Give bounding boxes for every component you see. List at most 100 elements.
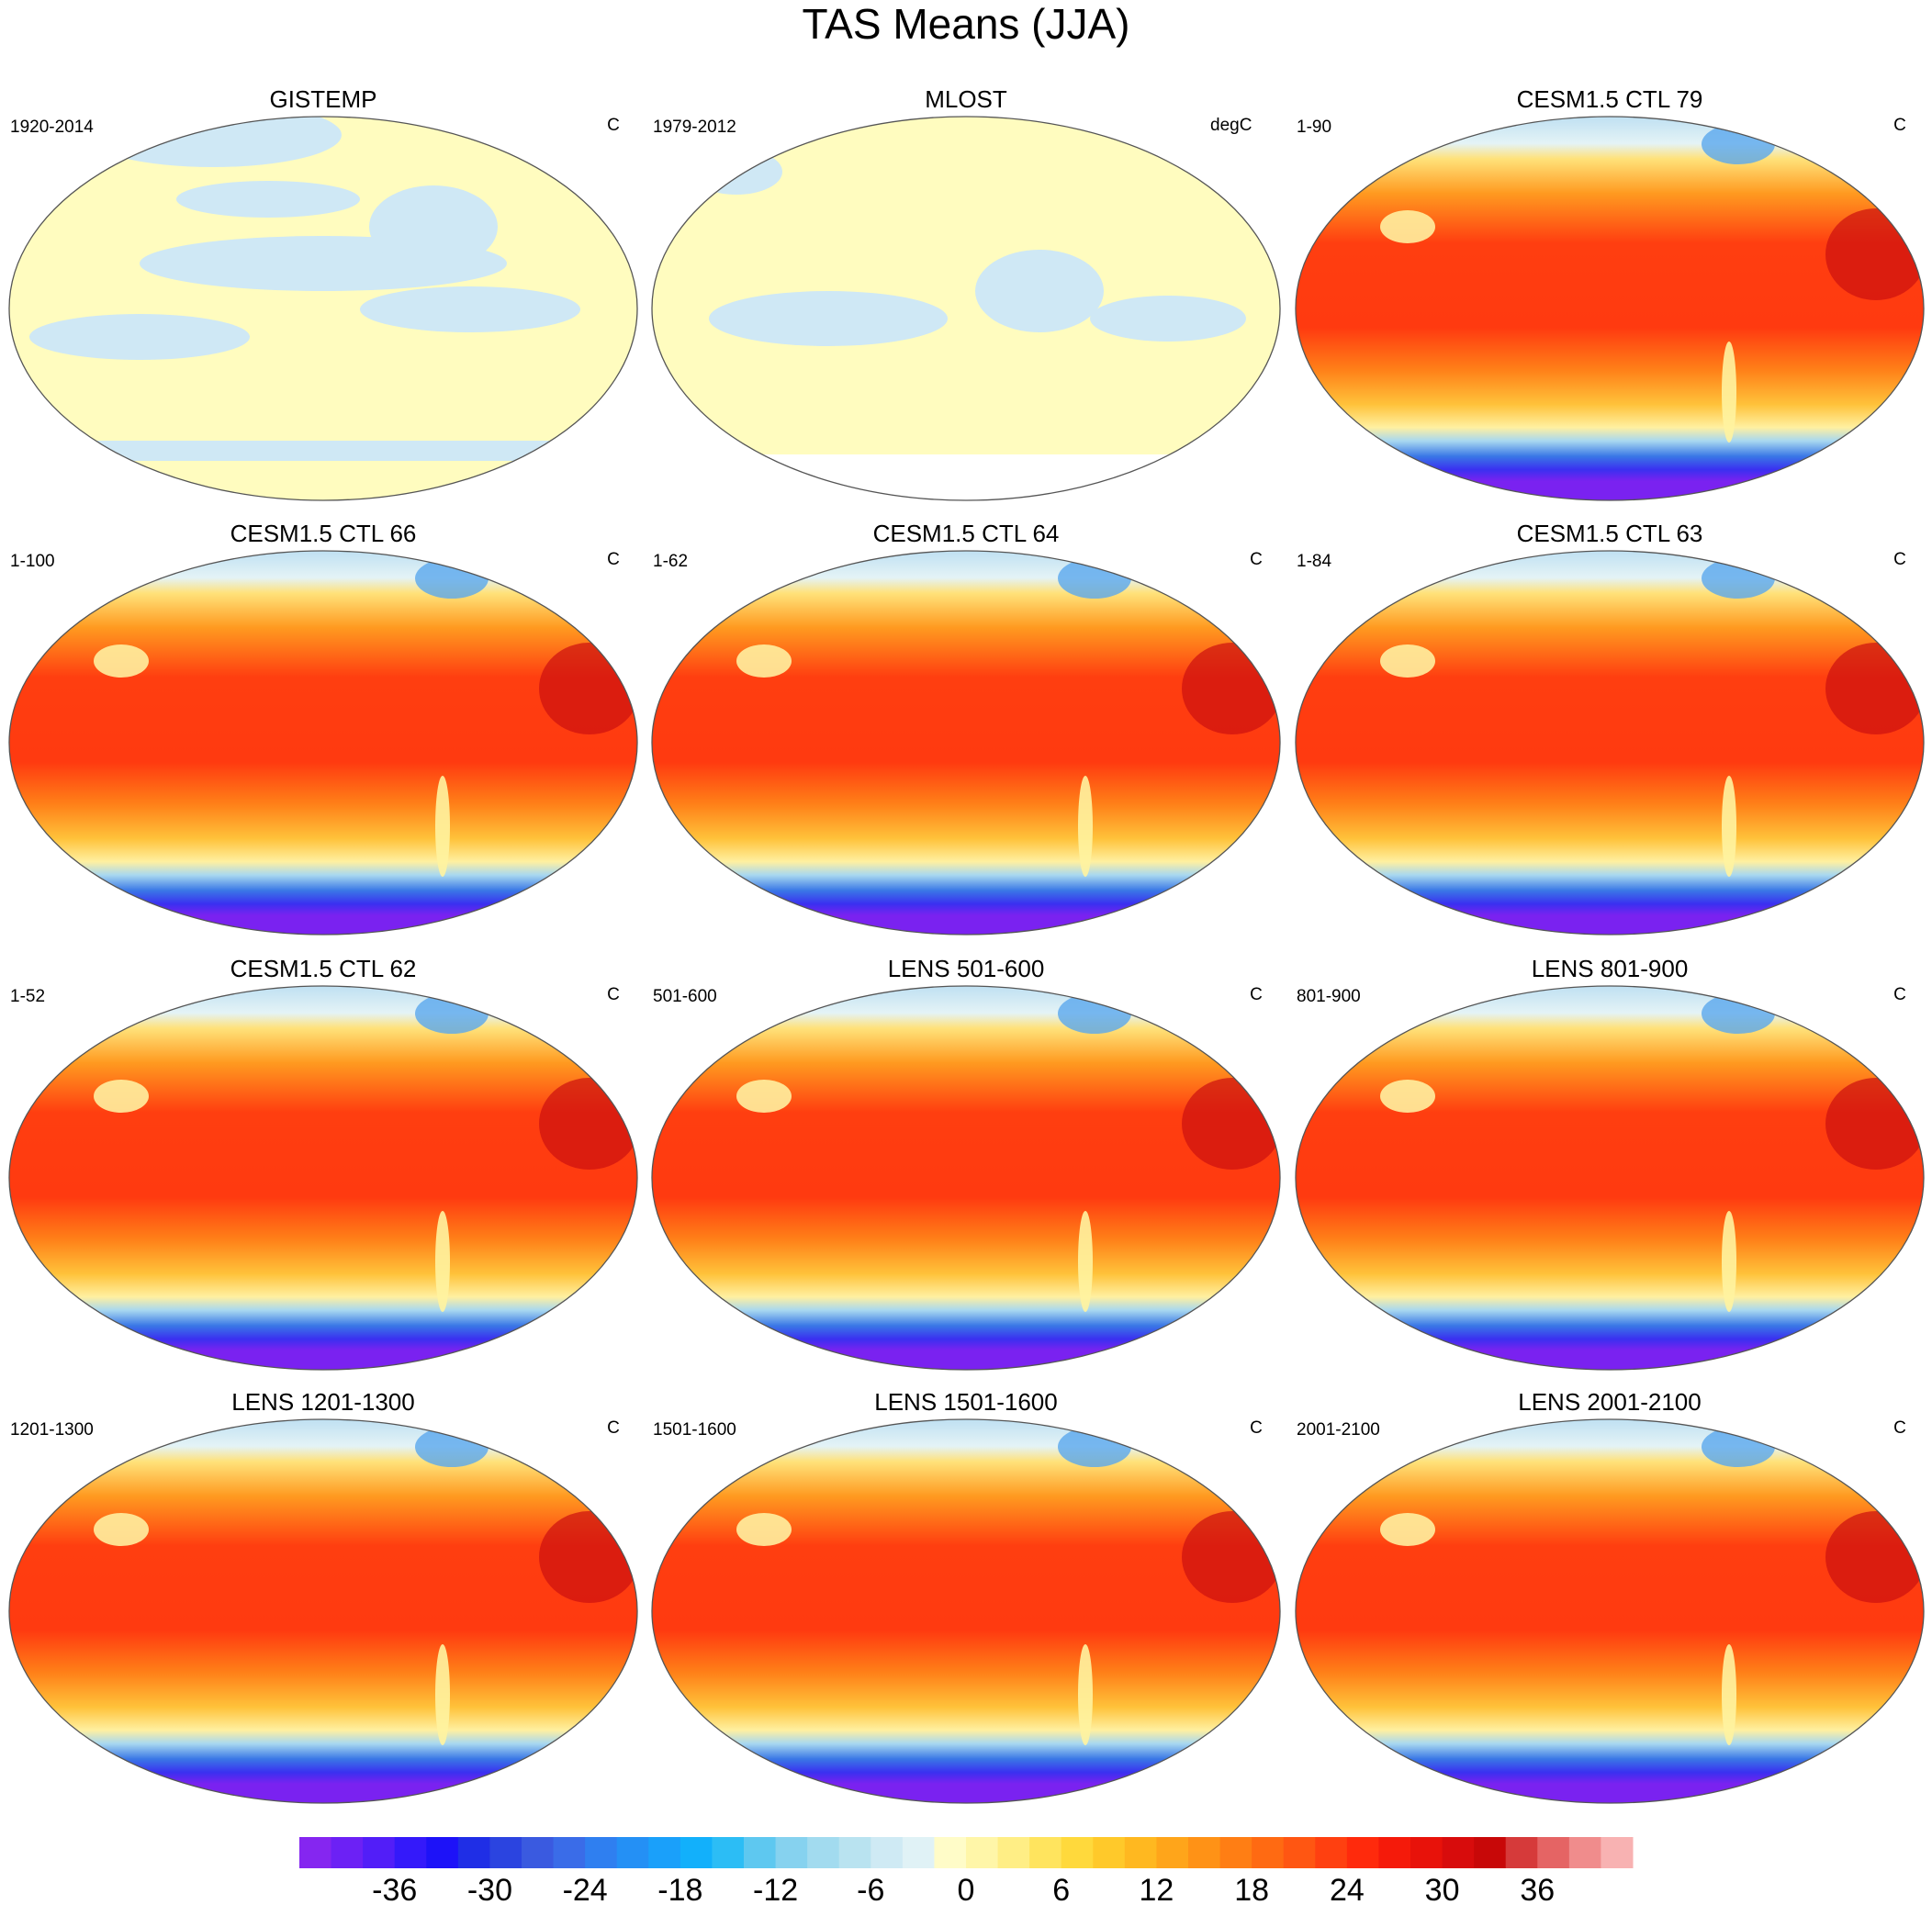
map (9, 117, 637, 500)
panel-right-label: C (1893, 116, 1906, 135)
colorbar-box (1124, 1837, 1157, 1868)
colorbar-box (934, 1837, 967, 1868)
map-fill (652, 551, 1280, 935)
panel-title: LENS 1501-1600 (874, 1388, 1057, 1416)
map-patch (369, 185, 498, 268)
colorbar-box (1219, 1837, 1252, 1868)
map-fill (1296, 551, 1924, 935)
colorbar-box (522, 1837, 555, 1868)
colorbar-box (394, 1837, 427, 1868)
colorbar-box (1442, 1837, 1475, 1868)
colorbar-box (1156, 1837, 1189, 1868)
map-border (651, 1418, 1281, 1804)
panel-right-label: C (1250, 1418, 1263, 1438)
panel-title: CESM1.5 CTL 79 (1517, 85, 1703, 113)
panel-title: LENS 801-900 (1532, 955, 1689, 982)
colorbar-box (1505, 1837, 1538, 1868)
colorbar-tick-label: 6 (1052, 1873, 1070, 1908)
map-greenland (1702, 558, 1775, 599)
colorbar-box (331, 1837, 364, 1868)
map-fill (652, 986, 1280, 1370)
colorbar-tick-label: -30 (467, 1873, 512, 1908)
map-greenland (1702, 993, 1775, 1034)
map-plateau (736, 644, 792, 678)
map-plateau (94, 1080, 149, 1113)
panel-left-label: 1-84 (1297, 552, 1331, 571)
map-border (8, 1418, 638, 1804)
colorbar-tick-label: 18 (1234, 1873, 1269, 1908)
map-andes (435, 776, 450, 877)
panel-right-label: C (1250, 550, 1263, 569)
colorbar-box (1283, 1837, 1316, 1868)
colorbar-tick-label: 24 (1330, 1873, 1365, 1908)
panel-left-label: 1501-1600 (653, 1420, 736, 1440)
colorbar-box (489, 1837, 522, 1868)
colorbar-tick-label: -18 (657, 1873, 702, 1908)
map (1296, 1419, 1924, 1803)
map-plateau (94, 1513, 149, 1546)
colorbar-box (1601, 1837, 1634, 1868)
panel-right-label: C (607, 550, 620, 569)
colorbar-tick-label: -36 (372, 1873, 417, 1908)
panel-right-label: C (1250, 985, 1263, 1004)
map-border (651, 985, 1281, 1371)
map (9, 1419, 637, 1803)
map-fill (9, 551, 637, 935)
colorbar-box (838, 1837, 871, 1868)
map-border (1295, 985, 1925, 1371)
panel-right-label: C (607, 116, 620, 135)
map-fill (1296, 117, 1924, 500)
panel-title: CESM1.5 CTL 66 (230, 520, 417, 547)
panel-right-label: C (607, 985, 620, 1004)
colorbar-box (585, 1837, 618, 1868)
map-plateau (1380, 1513, 1435, 1546)
colorbar-box (744, 1837, 777, 1868)
map-fill (652, 1419, 1280, 1803)
map-border (8, 116, 638, 501)
colorbar-box (1029, 1837, 1062, 1868)
map-plateau (1380, 210, 1435, 243)
colorbar-tick-label: 30 (1425, 1873, 1460, 1908)
map-greenland (1058, 558, 1131, 599)
colorbar-box (1537, 1837, 1570, 1868)
colorbar-box (1061, 1837, 1094, 1868)
colorbar-tick-label: 12 (1140, 1873, 1174, 1908)
map-andes (1078, 1644, 1093, 1745)
map (9, 551, 637, 935)
panel-title: LENS 2001-2100 (1518, 1388, 1701, 1416)
map-plateau (736, 1080, 792, 1113)
colorbar-box (966, 1837, 999, 1868)
map (1296, 117, 1924, 500)
colorbar-box (1315, 1837, 1348, 1868)
colorbar-box (1252, 1837, 1285, 1868)
map-plateau (94, 644, 149, 678)
map-fill (9, 986, 637, 1370)
map-band (9, 441, 637, 461)
map-andes (1078, 1211, 1093, 1312)
map-greenland (1702, 124, 1775, 164)
panel-right-label: degC (1210, 116, 1252, 135)
map-andes (435, 1211, 450, 1312)
colorbar-box (363, 1837, 396, 1868)
colorbar-box (871, 1837, 904, 1868)
map-plateau (736, 1513, 792, 1546)
panel-right-label: C (1893, 985, 1906, 1004)
map-border (1295, 116, 1925, 501)
map-patch (691, 149, 782, 195)
colorbar-box (997, 1837, 1030, 1868)
map-patch (1090, 296, 1246, 342)
panel-left-label: 1-100 (10, 552, 55, 571)
panel-title: CESM1.5 CTL 62 (230, 955, 417, 982)
colorbar-box (1346, 1837, 1379, 1868)
colorbar-box (1474, 1837, 1507, 1868)
panel-left-label: 801-900 (1297, 987, 1361, 1006)
panel-left-label: 1-52 (10, 987, 45, 1006)
map-greenland (415, 558, 489, 599)
map-greenland (1702, 1427, 1775, 1467)
map (1296, 551, 1924, 935)
map-fill (9, 1419, 637, 1803)
panel-left-label: 1201-1300 (10, 1420, 94, 1440)
colorbar-box (299, 1837, 332, 1868)
map-andes (1722, 776, 1736, 877)
